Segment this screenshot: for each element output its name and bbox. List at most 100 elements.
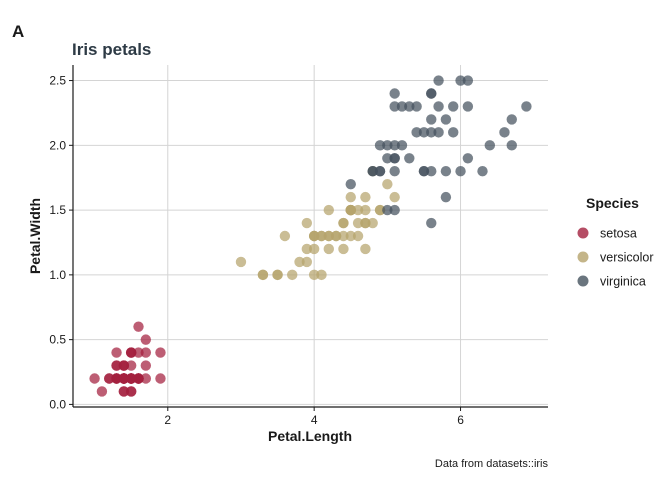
y-tick-label: 2.5: [49, 74, 66, 88]
data-point-versicolor: [257, 269, 269, 281]
data-point-versicolor: [308, 269, 320, 281]
data-point-versicolor: [330, 230, 342, 242]
data-point-versicolor: [389, 191, 400, 203]
data-point-versicolor: [360, 191, 371, 203]
panel-tag: A: [12, 22, 24, 41]
data-point-virginica: [440, 191, 452, 203]
legend-key-virginica: [577, 275, 589, 287]
data-point-virginica: [382, 153, 393, 164]
y-tick-label: 0.5: [49, 333, 66, 347]
data-point-setosa: [96, 386, 108, 397]
data-point-virginica: [462, 101, 474, 112]
data-point-virginica: [455, 166, 466, 177]
data-point-virginica: [374, 166, 386, 177]
data-point-versicolor: [287, 269, 298, 281]
data-point-versicolor: [316, 269, 327, 281]
chart-title: Iris petals: [72, 40, 151, 59]
data-point-versicolor: [235, 256, 247, 268]
data-point-setosa: [118, 386, 130, 397]
data-point-virginica: [440, 166, 452, 177]
x-tick-label: 4: [311, 413, 318, 427]
data-point-virginica: [433, 127, 444, 138]
legend-key-versicolor: [577, 251, 589, 263]
data-point-versicolor: [367, 217, 378, 229]
data-point-setosa: [111, 360, 122, 371]
data-point-virginica: [411, 101, 422, 112]
y-tick-label: 2.0: [49, 138, 66, 152]
data-point-versicolor: [301, 243, 313, 255]
data-point-virginica: [389, 88, 400, 99]
data-point-virginica: [367, 166, 378, 177]
data-point-virginica: [455, 75, 466, 86]
data-point-versicolor: [352, 217, 364, 229]
data-point-setosa: [125, 386, 137, 397]
data-point-setosa: [111, 347, 122, 358]
data-point-setosa: [89, 373, 100, 384]
x-tick-label: 6: [457, 413, 464, 427]
data-point-virginica: [433, 101, 444, 112]
axes: 2 4 6 0.0 0.5 1.0 1.5 2.0 2.5: [49, 65, 548, 427]
data-point-setosa: [118, 360, 130, 371]
data-point-setosa: [133, 347, 144, 358]
data-point-virginica: [426, 127, 437, 138]
data-point-virginica: [389, 166, 400, 177]
data-point-setosa: [125, 373, 137, 384]
data-point-virginica: [448, 101, 459, 112]
data-point-virginica: [404, 153, 415, 164]
data-point-versicolor: [323, 243, 334, 255]
legend-title: Species: [586, 195, 639, 211]
y-tick-label: 1.5: [49, 203, 66, 217]
legend: Species setosa versicolor virginica: [577, 195, 654, 289]
data-point-virginica: [506, 114, 517, 125]
data-point-setosa: [118, 373, 130, 384]
data-points: [89, 75, 532, 397]
data-point-virginica: [389, 204, 400, 216]
data-point-virginica: [404, 101, 415, 112]
data-point-versicolor: [382, 178, 393, 190]
data-point-versicolor: [272, 269, 283, 281]
data-point-virginica: [462, 75, 474, 86]
data-point-setosa: [140, 360, 152, 371]
data-point-versicolor: [301, 217, 313, 229]
data-point-setosa: [140, 334, 152, 345]
data-point-versicolor: [323, 204, 334, 216]
data-point-versicolor: [338, 243, 349, 255]
data-point-virginica: [389, 140, 400, 151]
data-point-versicolor: [345, 230, 356, 242]
data-point-setosa: [155, 347, 166, 358]
data-point-versicolor: [360, 204, 371, 216]
data-point-versicolor: [360, 217, 371, 229]
legend-label-virginica: virginica: [600, 275, 646, 289]
legend-key-setosa: [577, 227, 589, 239]
data-point-virginica: [382, 140, 393, 151]
data-point-virginica: [521, 101, 532, 112]
data-point-setosa: [104, 373, 115, 384]
legend-label-versicolor: versicolor: [600, 251, 654, 265]
data-point-versicolor: [308, 230, 320, 242]
data-point-setosa: [133, 321, 144, 332]
data-point-versicolor: [345, 204, 356, 216]
data-point-virginica: [396, 101, 408, 112]
data-point-virginica: [345, 178, 356, 190]
data-point-versicolor: [374, 204, 386, 216]
data-point-versicolor: [338, 230, 349, 242]
data-point-virginica: [484, 140, 496, 151]
data-point-setosa: [155, 373, 166, 384]
data-point-versicolor: [308, 243, 320, 255]
data-point-versicolor: [294, 256, 305, 268]
legend-label-setosa: setosa: [600, 227, 637, 241]
data-point-virginica: [440, 114, 452, 125]
caption: Data from datasets::iris: [435, 458, 549, 470]
x-tick-label: 2: [164, 413, 171, 427]
x-axis-title: Petal.Length: [268, 428, 352, 444]
data-point-setosa: [140, 347, 152, 358]
data-point-virginica: [374, 140, 386, 151]
data-point-virginica: [418, 166, 430, 177]
data-point-setosa: [125, 360, 137, 371]
data-point-versicolor: [316, 230, 327, 242]
data-point-virginica: [396, 140, 408, 151]
data-point-virginica: [433, 75, 444, 86]
y-tick-label: 0.0: [49, 397, 66, 411]
y-axis-title: Petal.Width: [27, 198, 43, 274]
